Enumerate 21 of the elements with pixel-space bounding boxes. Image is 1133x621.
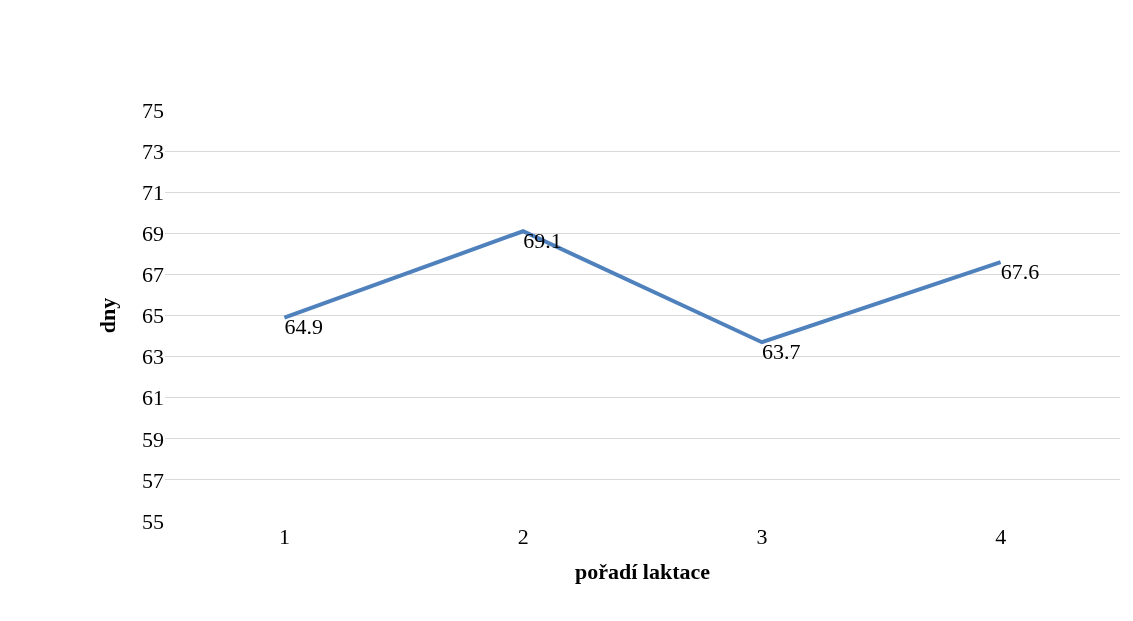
y-tick-label: 55 [142,508,164,534]
data-label: 67.6 [1000,258,1040,284]
x-tick-label: 4 [995,524,1007,549]
x-axis-title: pořadí laktace [574,558,711,584]
y-axis-title: dny [94,297,120,334]
line-series [282,229,1003,345]
x-tick-label: 1 [278,524,290,549]
y-tick-label: 61 [142,385,164,411]
y-tick-label: 69 [142,221,164,246]
y-tick-label: 75 [142,97,164,123]
x-tick-label: 3 [756,524,768,549]
y-tick-label: 73 [142,138,164,164]
y-tick-label: 71 [142,179,164,205]
x-tick-label: 2 [517,524,529,549]
data-label: 63.7 [761,338,801,364]
y-tick-label: 67 [142,262,164,288]
y-tick-label: 65 [142,303,164,329]
data-label: 64.9 [284,314,323,340]
y-tick-label: 63 [142,344,164,370]
y-tick-label: 57 [142,467,164,493]
y-tick-label: 59 [142,426,164,452]
